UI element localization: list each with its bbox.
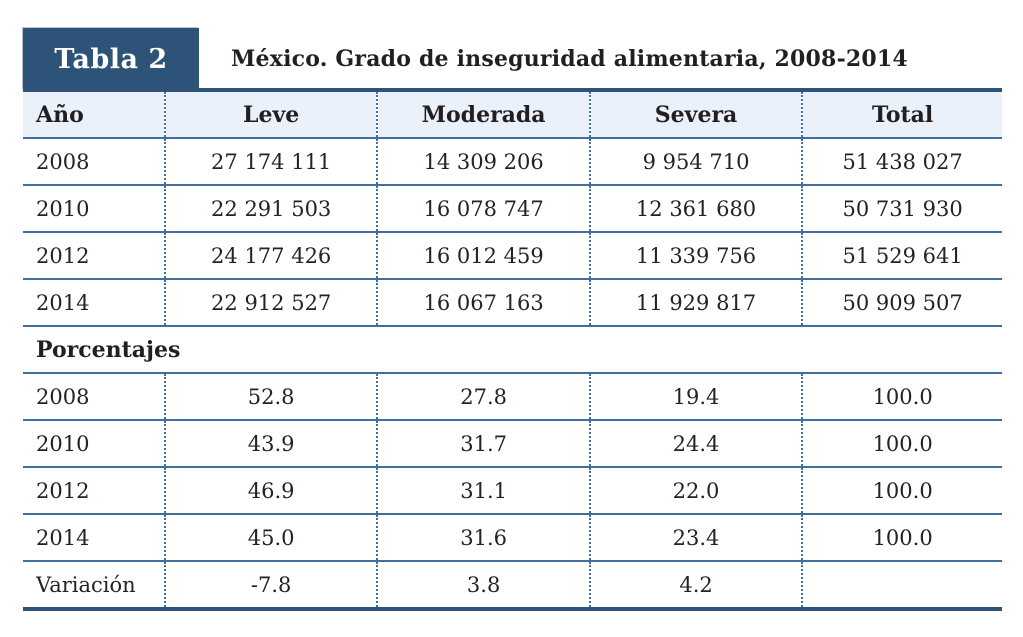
cell-total: 100.0 xyxy=(801,467,1002,514)
cell-year: 2012 xyxy=(36,243,90,268)
cell-year: 2012 xyxy=(36,478,90,503)
cell-total: 50 909 507 xyxy=(801,279,1002,326)
cell-total: 51 438 027 xyxy=(801,138,1002,185)
cell-severa: 12 361 680 xyxy=(588,185,803,232)
cell-leve: -7.8 xyxy=(163,561,378,609)
table-row: 2008 27 174 111 14 309 206 9 954 710 51 … xyxy=(23,138,1002,185)
cell-leve: 46.9 xyxy=(163,467,378,514)
table-container: Año Leve Moderada Severa Total 2008 27 1… xyxy=(23,88,1002,611)
cell-total: 51 529 641 xyxy=(801,232,1002,279)
cell-severa: 11 339 756 xyxy=(588,232,803,279)
column-header-leve: Leve xyxy=(163,90,378,138)
cell-severa: 9 954 710 xyxy=(588,138,803,185)
table-row: 2008 52.8 27.8 19.4 100.0 xyxy=(23,373,1002,420)
table-badge-label: Tabla 2 xyxy=(54,43,168,75)
cell-leve: 43.9 xyxy=(163,420,378,467)
cell-year: 2014 xyxy=(36,290,90,315)
cell-total: 100.0 xyxy=(801,514,1002,561)
cell-severa: 19.4 xyxy=(588,373,803,420)
column-header-severa: Severa xyxy=(588,90,803,138)
table-row: 2014 22 912 527 16 067 163 11 929 817 50… xyxy=(23,279,1002,326)
cell-total: 100.0 xyxy=(801,420,1002,467)
cell-year: 2008 xyxy=(36,384,90,409)
cell-severa: 24.4 xyxy=(588,420,803,467)
table-row: 2010 43.9 31.7 24.4 100.0 xyxy=(23,420,1002,467)
table-badge: Tabla 2 xyxy=(23,28,199,90)
cell-leve: 22 291 503 xyxy=(163,185,378,232)
cell-leve: 24 177 426 xyxy=(163,232,378,279)
cell-year: 2014 xyxy=(36,525,90,550)
cell-moderada: 14 309 206 xyxy=(376,138,590,185)
section-row: Porcentajes xyxy=(23,326,1002,373)
cell-moderada: 31.1 xyxy=(376,467,590,514)
cell-moderada: 3.8 xyxy=(376,561,590,609)
cell-severa: 22.0 xyxy=(588,467,803,514)
header-row: Año Leve Moderada Severa Total xyxy=(23,90,1002,138)
column-header-moderada: Moderada xyxy=(376,90,590,138)
cell-severa: 23.4 xyxy=(588,514,803,561)
inseguridad-alimentaria-table: Año Leve Moderada Severa Total 2008 27 1… xyxy=(23,88,1002,611)
section-label-porcentajes: Porcentajes xyxy=(23,326,1002,373)
cell-moderada: 27.8 xyxy=(376,373,590,420)
cell-moderada: 16 012 459 xyxy=(376,232,590,279)
cell-variation-label: Variación xyxy=(36,572,136,597)
cell-year: 2010 xyxy=(36,196,90,221)
cell-moderada: 16 067 163 xyxy=(376,279,590,326)
cell-severa: 4.2 xyxy=(588,561,803,609)
table-title: México. Grado de inseguridad alimentaria… xyxy=(231,46,908,72)
table-row: 2012 24 177 426 16 012 459 11 339 756 51… xyxy=(23,232,1002,279)
cell-year: 2010 xyxy=(36,431,90,456)
table-row: 2010 22 291 503 16 078 747 12 361 680 50… xyxy=(23,185,1002,232)
column-header-total: Total xyxy=(801,90,1002,138)
cell-leve: 22 912 527 xyxy=(163,279,378,326)
variation-row: Variación -7.8 3.8 4.2 xyxy=(23,561,1002,609)
cell-severa: 11 929 817 xyxy=(588,279,803,326)
cell-total xyxy=(801,561,1002,609)
table-row: 2012 46.9 31.1 22.0 100.0 xyxy=(23,467,1002,514)
cell-moderada: 16 078 747 xyxy=(376,185,590,232)
cell-moderada: 31.6 xyxy=(376,514,590,561)
cell-leve: 27 174 111 xyxy=(163,138,378,185)
cell-total: 100.0 xyxy=(801,373,1002,420)
cell-year: 2008 xyxy=(36,149,90,174)
cell-moderada: 31.7 xyxy=(376,420,590,467)
cell-leve: 45.0 xyxy=(163,514,378,561)
cell-leve: 52.8 xyxy=(163,373,378,420)
table-row: 2014 45.0 31.6 23.4 100.0 xyxy=(23,514,1002,561)
cell-total: 50 731 930 xyxy=(801,185,1002,232)
column-header-ano: Año xyxy=(23,90,165,138)
